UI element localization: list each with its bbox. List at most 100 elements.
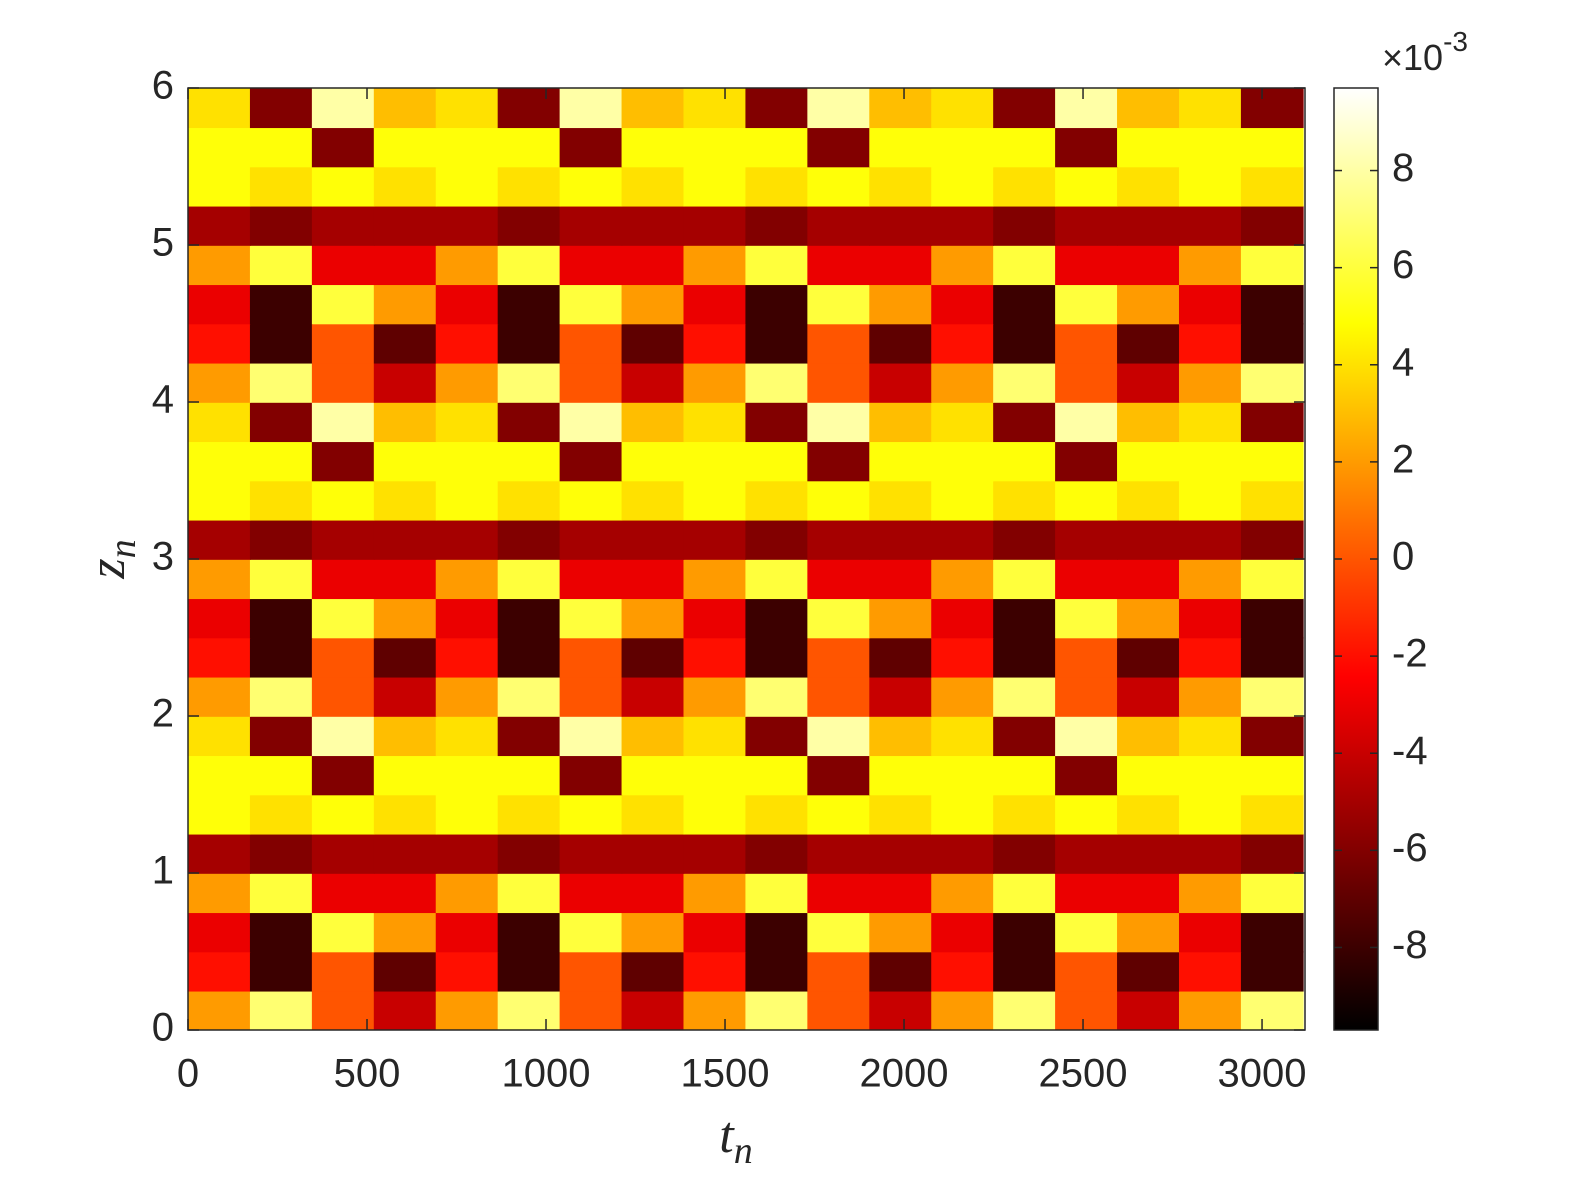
heat-cell [807, 716, 871, 757]
heat-cell [745, 755, 809, 796]
heat-cell [745, 205, 809, 246]
heat-cell [869, 716, 933, 757]
heat-cell [497, 323, 561, 364]
heat-cell [807, 912, 871, 953]
heat-cell [745, 284, 809, 325]
heat-cell [1178, 598, 1242, 639]
heat-cell [1240, 676, 1304, 717]
heat-cell [249, 323, 313, 364]
heat-cell [373, 833, 437, 874]
heat-cell [683, 873, 747, 914]
heat-cell [1117, 833, 1180, 874]
heat-cell [807, 166, 871, 207]
heat-cell [869, 676, 933, 717]
heat-cell [1178, 245, 1242, 286]
heat-cell [188, 598, 251, 639]
x-axis-label: tn [719, 1107, 752, 1172]
heat-cell [931, 166, 994, 207]
heat-cell [683, 637, 747, 678]
heat-cell [249, 402, 313, 443]
heat-cell [621, 637, 685, 678]
heat-cell [311, 402, 375, 443]
heat-cell [249, 284, 313, 325]
heat-cell [497, 519, 561, 560]
heat-cell [559, 637, 623, 678]
heat-cell [931, 755, 994, 796]
heat-cell [1055, 245, 1118, 286]
heat-cell [497, 441, 561, 482]
heat-cell [188, 676, 251, 717]
heat-cell [188, 245, 251, 286]
heat-cell [188, 441, 251, 482]
heat-cell [311, 284, 375, 325]
heat-cell [559, 205, 623, 246]
heat-cell [1178, 559, 1242, 600]
heat-cell [1117, 362, 1180, 403]
heat-cell [1240, 402, 1304, 443]
y-tick-label: 3 [152, 535, 174, 579]
heat-cell [559, 88, 623, 129]
heat-cell [311, 912, 375, 953]
heat-cell [249, 951, 313, 992]
heat-cell [188, 559, 251, 600]
heat-cell [559, 362, 623, 403]
heat-cell [1117, 716, 1180, 757]
heat-cell [745, 88, 809, 129]
heat-cell [869, 833, 933, 874]
heat-cell [1178, 833, 1242, 874]
heat-cell [249, 519, 313, 560]
heat-cell [188, 951, 251, 992]
heat-cell [188, 480, 251, 521]
heat-cell [745, 480, 809, 521]
heat-cell [1117, 912, 1180, 953]
heat-cell [188, 873, 251, 914]
heat-cell [683, 362, 747, 403]
heat-cell [993, 441, 1056, 482]
heat-cell [745, 402, 809, 443]
heat-cell [683, 245, 747, 286]
heat-cell [807, 873, 871, 914]
heat-cell [1178, 284, 1242, 325]
heat-cell [807, 519, 871, 560]
heat-cell [745, 833, 809, 874]
heat-cell [373, 598, 437, 639]
heat-cell [745, 716, 809, 757]
heat-cell [188, 794, 251, 835]
heat-cell [249, 166, 313, 207]
heat-cell [559, 402, 623, 443]
y-tick-label: 1 [152, 849, 174, 893]
heat-cell [869, 284, 933, 325]
heat-cell [373, 990, 437, 1030]
colorbar-tick-label: 2 [1392, 437, 1414, 481]
heat-cell [683, 323, 747, 364]
heat-cell [993, 88, 1056, 129]
heat-cell [745, 245, 809, 286]
heat-cell [931, 637, 994, 678]
heat-cell [621, 362, 685, 403]
heat-cell [435, 166, 499, 207]
heat-cell [621, 127, 685, 168]
heat-cell [435, 951, 499, 992]
heat-cell [1240, 284, 1304, 325]
y-tick-label: 6 [152, 64, 174, 108]
heat-cell [559, 480, 623, 521]
heat-cell [559, 716, 623, 757]
heat-cell [993, 676, 1056, 717]
heat-cell [311, 559, 375, 600]
heat-cell [1117, 519, 1180, 560]
heat-cell [1117, 480, 1180, 521]
x-tick-label: 500 [334, 1052, 401, 1096]
heat-cell [311, 323, 375, 364]
heat-cell [1240, 912, 1304, 953]
heat-cell [435, 284, 499, 325]
heat-cell [807, 990, 871, 1030]
heat-cell [1055, 912, 1118, 953]
heat-cell [373, 323, 437, 364]
heat-cell [559, 676, 623, 717]
x-label-sub: n [734, 1130, 753, 1172]
heat-cell [311, 441, 375, 482]
heat-cell [1240, 559, 1304, 600]
heat-cell [807, 480, 871, 521]
heat-cell [931, 88, 994, 129]
heat-cell [373, 716, 437, 757]
